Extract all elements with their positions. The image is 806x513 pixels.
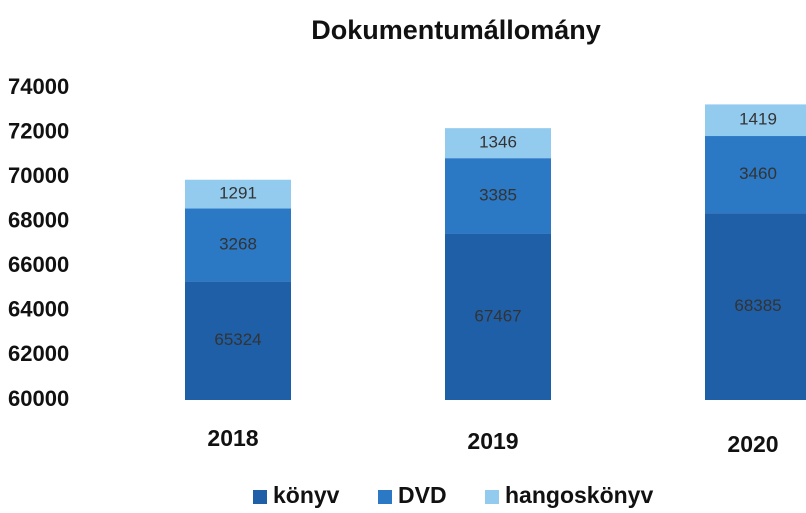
y-tick-label: 60000 — [8, 386, 69, 411]
legend-swatch — [253, 490, 267, 504]
bar-segment — [705, 136, 806, 214]
bar-segment — [445, 233, 551, 400]
legend-label: hangoskönyv — [505, 482, 653, 508]
legend-swatch — [485, 490, 499, 504]
x-tick-label: 2020 — [727, 431, 778, 457]
data-label: 1346 — [479, 133, 517, 152]
data-label: 3385 — [479, 185, 517, 204]
bar-segment — [445, 158, 551, 234]
chart-title: Dokumentumállomány — [311, 15, 601, 45]
bar-segment — [185, 208, 291, 282]
data-label: 67467 — [474, 306, 521, 325]
data-label: 3268 — [219, 234, 257, 253]
bar-segment — [185, 179, 291, 209]
bar-segment — [185, 281, 291, 400]
y-tick-label: 64000 — [8, 297, 69, 322]
bar-segment — [705, 213, 806, 400]
bar-segment — [445, 128, 551, 159]
data-label: 3460 — [739, 164, 777, 183]
legend-label: DVD — [398, 482, 447, 508]
y-tick-label: 68000 — [8, 208, 69, 233]
y-tick-label: 70000 — [8, 163, 69, 188]
bar-segment — [705, 104, 806, 137]
data-label: 65324 — [214, 330, 261, 349]
data-label: 1291 — [219, 184, 257, 203]
y-tick-label: 62000 — [8, 341, 69, 366]
x-tick-label: 2018 — [207, 425, 258, 451]
y-tick-label: 72000 — [8, 118, 69, 143]
y-tick-label: 74000 — [8, 74, 69, 99]
data-label: 1419 — [739, 110, 777, 129]
data-label: 68385 — [734, 296, 781, 315]
y-tick-label: 66000 — [8, 252, 69, 277]
x-tick-label: 2019 — [467, 428, 518, 454]
legend-label: könyv — [273, 482, 340, 508]
legend-swatch — [378, 490, 392, 504]
